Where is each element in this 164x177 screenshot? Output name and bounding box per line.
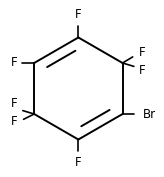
Text: F: F	[139, 47, 146, 59]
Text: Br: Br	[143, 107, 156, 121]
Text: F: F	[11, 98, 18, 110]
Text: F: F	[11, 56, 18, 70]
Text: F: F	[139, 64, 146, 77]
Text: F: F	[11, 115, 18, 128]
Text: F: F	[75, 156, 82, 169]
Text: F: F	[75, 8, 82, 21]
